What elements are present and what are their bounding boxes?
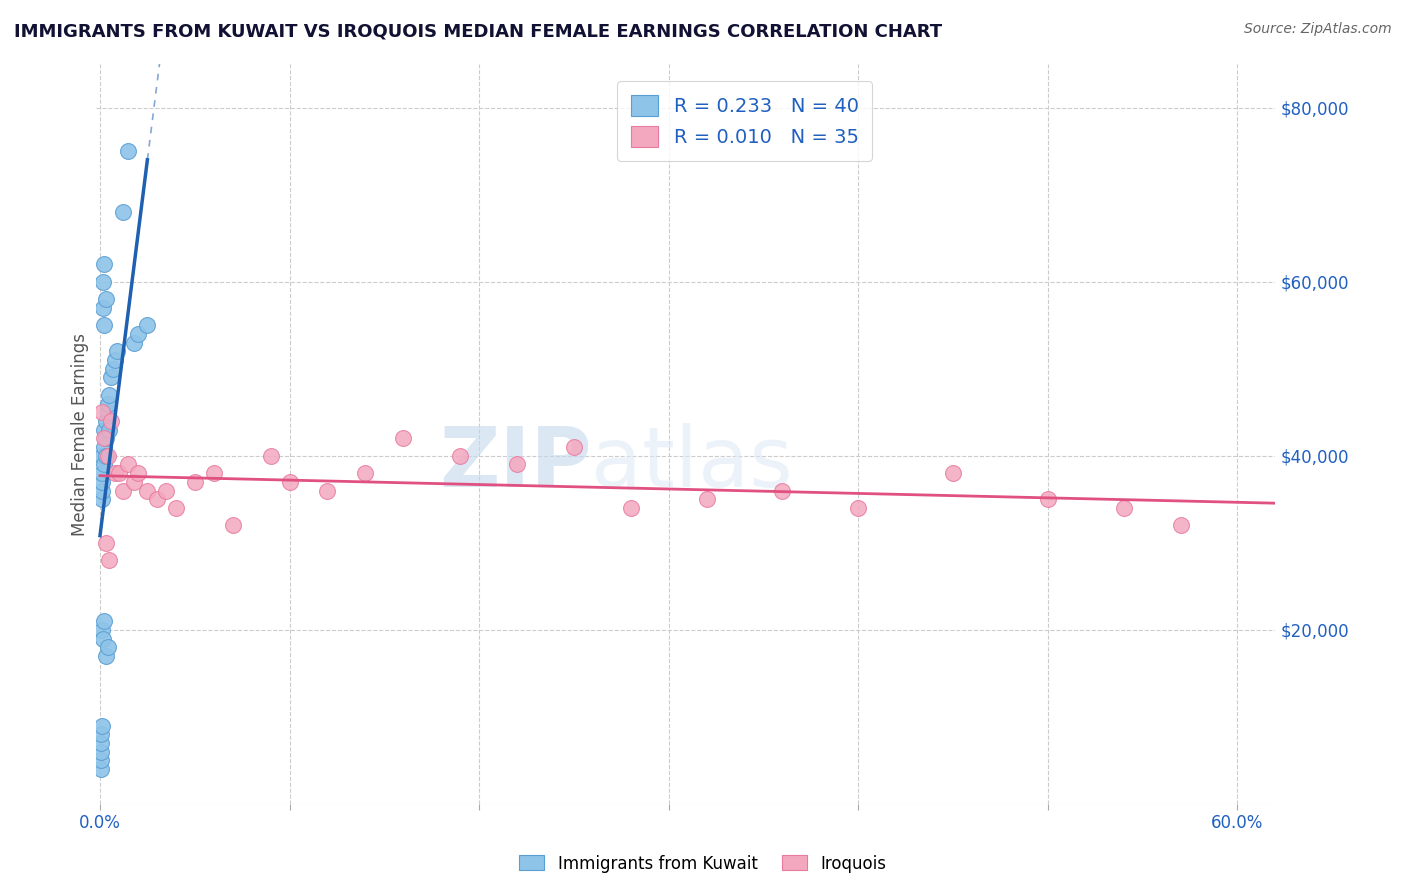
Point xyxy=(1112,501,1135,516)
Point xyxy=(111,205,134,219)
Point xyxy=(97,449,120,463)
Point xyxy=(90,754,112,768)
Point xyxy=(90,727,112,741)
Point xyxy=(202,466,225,480)
Point xyxy=(90,718,112,732)
Point xyxy=(93,318,115,333)
Point xyxy=(1170,518,1192,533)
Point xyxy=(94,449,117,463)
Point xyxy=(105,344,128,359)
Point xyxy=(93,431,115,445)
Point xyxy=(90,483,112,498)
Point xyxy=(117,144,139,158)
Point xyxy=(90,449,112,463)
Point xyxy=(90,405,112,419)
Point xyxy=(146,492,169,507)
Point xyxy=(98,553,121,567)
Point xyxy=(94,431,117,445)
Point xyxy=(392,431,415,445)
Point xyxy=(94,414,117,428)
Point xyxy=(104,466,127,480)
Point xyxy=(316,483,339,498)
Point xyxy=(278,475,301,489)
Y-axis label: Median Female Earnings: Median Female Earnings xyxy=(72,333,89,535)
Point xyxy=(108,466,131,480)
Point xyxy=(222,518,245,533)
Point xyxy=(91,632,114,646)
Point xyxy=(90,736,112,750)
Point xyxy=(100,370,122,384)
Point xyxy=(104,353,127,368)
Point xyxy=(93,614,115,628)
Point xyxy=(91,301,114,315)
Point xyxy=(117,458,139,472)
Text: Source: ZipAtlas.com: Source: ZipAtlas.com xyxy=(1244,22,1392,37)
Point xyxy=(90,466,112,480)
Point xyxy=(103,361,125,376)
Point xyxy=(93,257,115,271)
Point xyxy=(127,326,149,341)
Legend: R = 0.233   N = 40, R = 0.010   N = 35: R = 0.233 N = 40, R = 0.010 N = 35 xyxy=(617,81,872,161)
Point xyxy=(127,466,149,480)
Point xyxy=(562,440,585,454)
Point xyxy=(94,648,117,663)
Text: atlas: atlas xyxy=(592,423,793,504)
Point xyxy=(942,466,965,480)
Text: IMMIGRANTS FROM KUWAIT VS IROQUOIS MEDIAN FEMALE EARNINGS CORRELATION CHART: IMMIGRANTS FROM KUWAIT VS IROQUOIS MEDIA… xyxy=(14,22,942,40)
Point xyxy=(259,449,281,463)
Point xyxy=(136,318,159,333)
Point xyxy=(97,396,120,410)
Point xyxy=(449,449,471,463)
Point xyxy=(184,475,207,489)
Point xyxy=(94,292,117,306)
Point xyxy=(98,423,121,437)
Point xyxy=(772,483,794,498)
Point xyxy=(155,483,177,498)
Point xyxy=(91,275,114,289)
Point xyxy=(506,458,529,472)
Point xyxy=(90,492,112,507)
Point xyxy=(90,475,112,489)
Point xyxy=(90,762,112,776)
Point xyxy=(136,483,159,498)
Point xyxy=(90,623,112,637)
Point xyxy=(90,745,112,759)
Point xyxy=(122,475,145,489)
Point xyxy=(97,640,120,655)
Point xyxy=(846,501,869,516)
Point xyxy=(94,536,117,550)
Point xyxy=(354,466,377,480)
Point xyxy=(93,423,115,437)
Point xyxy=(98,388,121,402)
Point xyxy=(122,335,145,350)
Point xyxy=(93,440,115,454)
Legend: Immigrants from Kuwait, Iroquois: Immigrants from Kuwait, Iroquois xyxy=(513,848,893,880)
Point xyxy=(111,483,134,498)
Point xyxy=(100,414,122,428)
Text: ZIP: ZIP xyxy=(439,423,592,504)
Point xyxy=(1036,492,1059,507)
Point xyxy=(165,501,187,516)
Point xyxy=(93,458,115,472)
Point xyxy=(620,501,643,516)
Point xyxy=(97,405,120,419)
Point xyxy=(696,492,718,507)
